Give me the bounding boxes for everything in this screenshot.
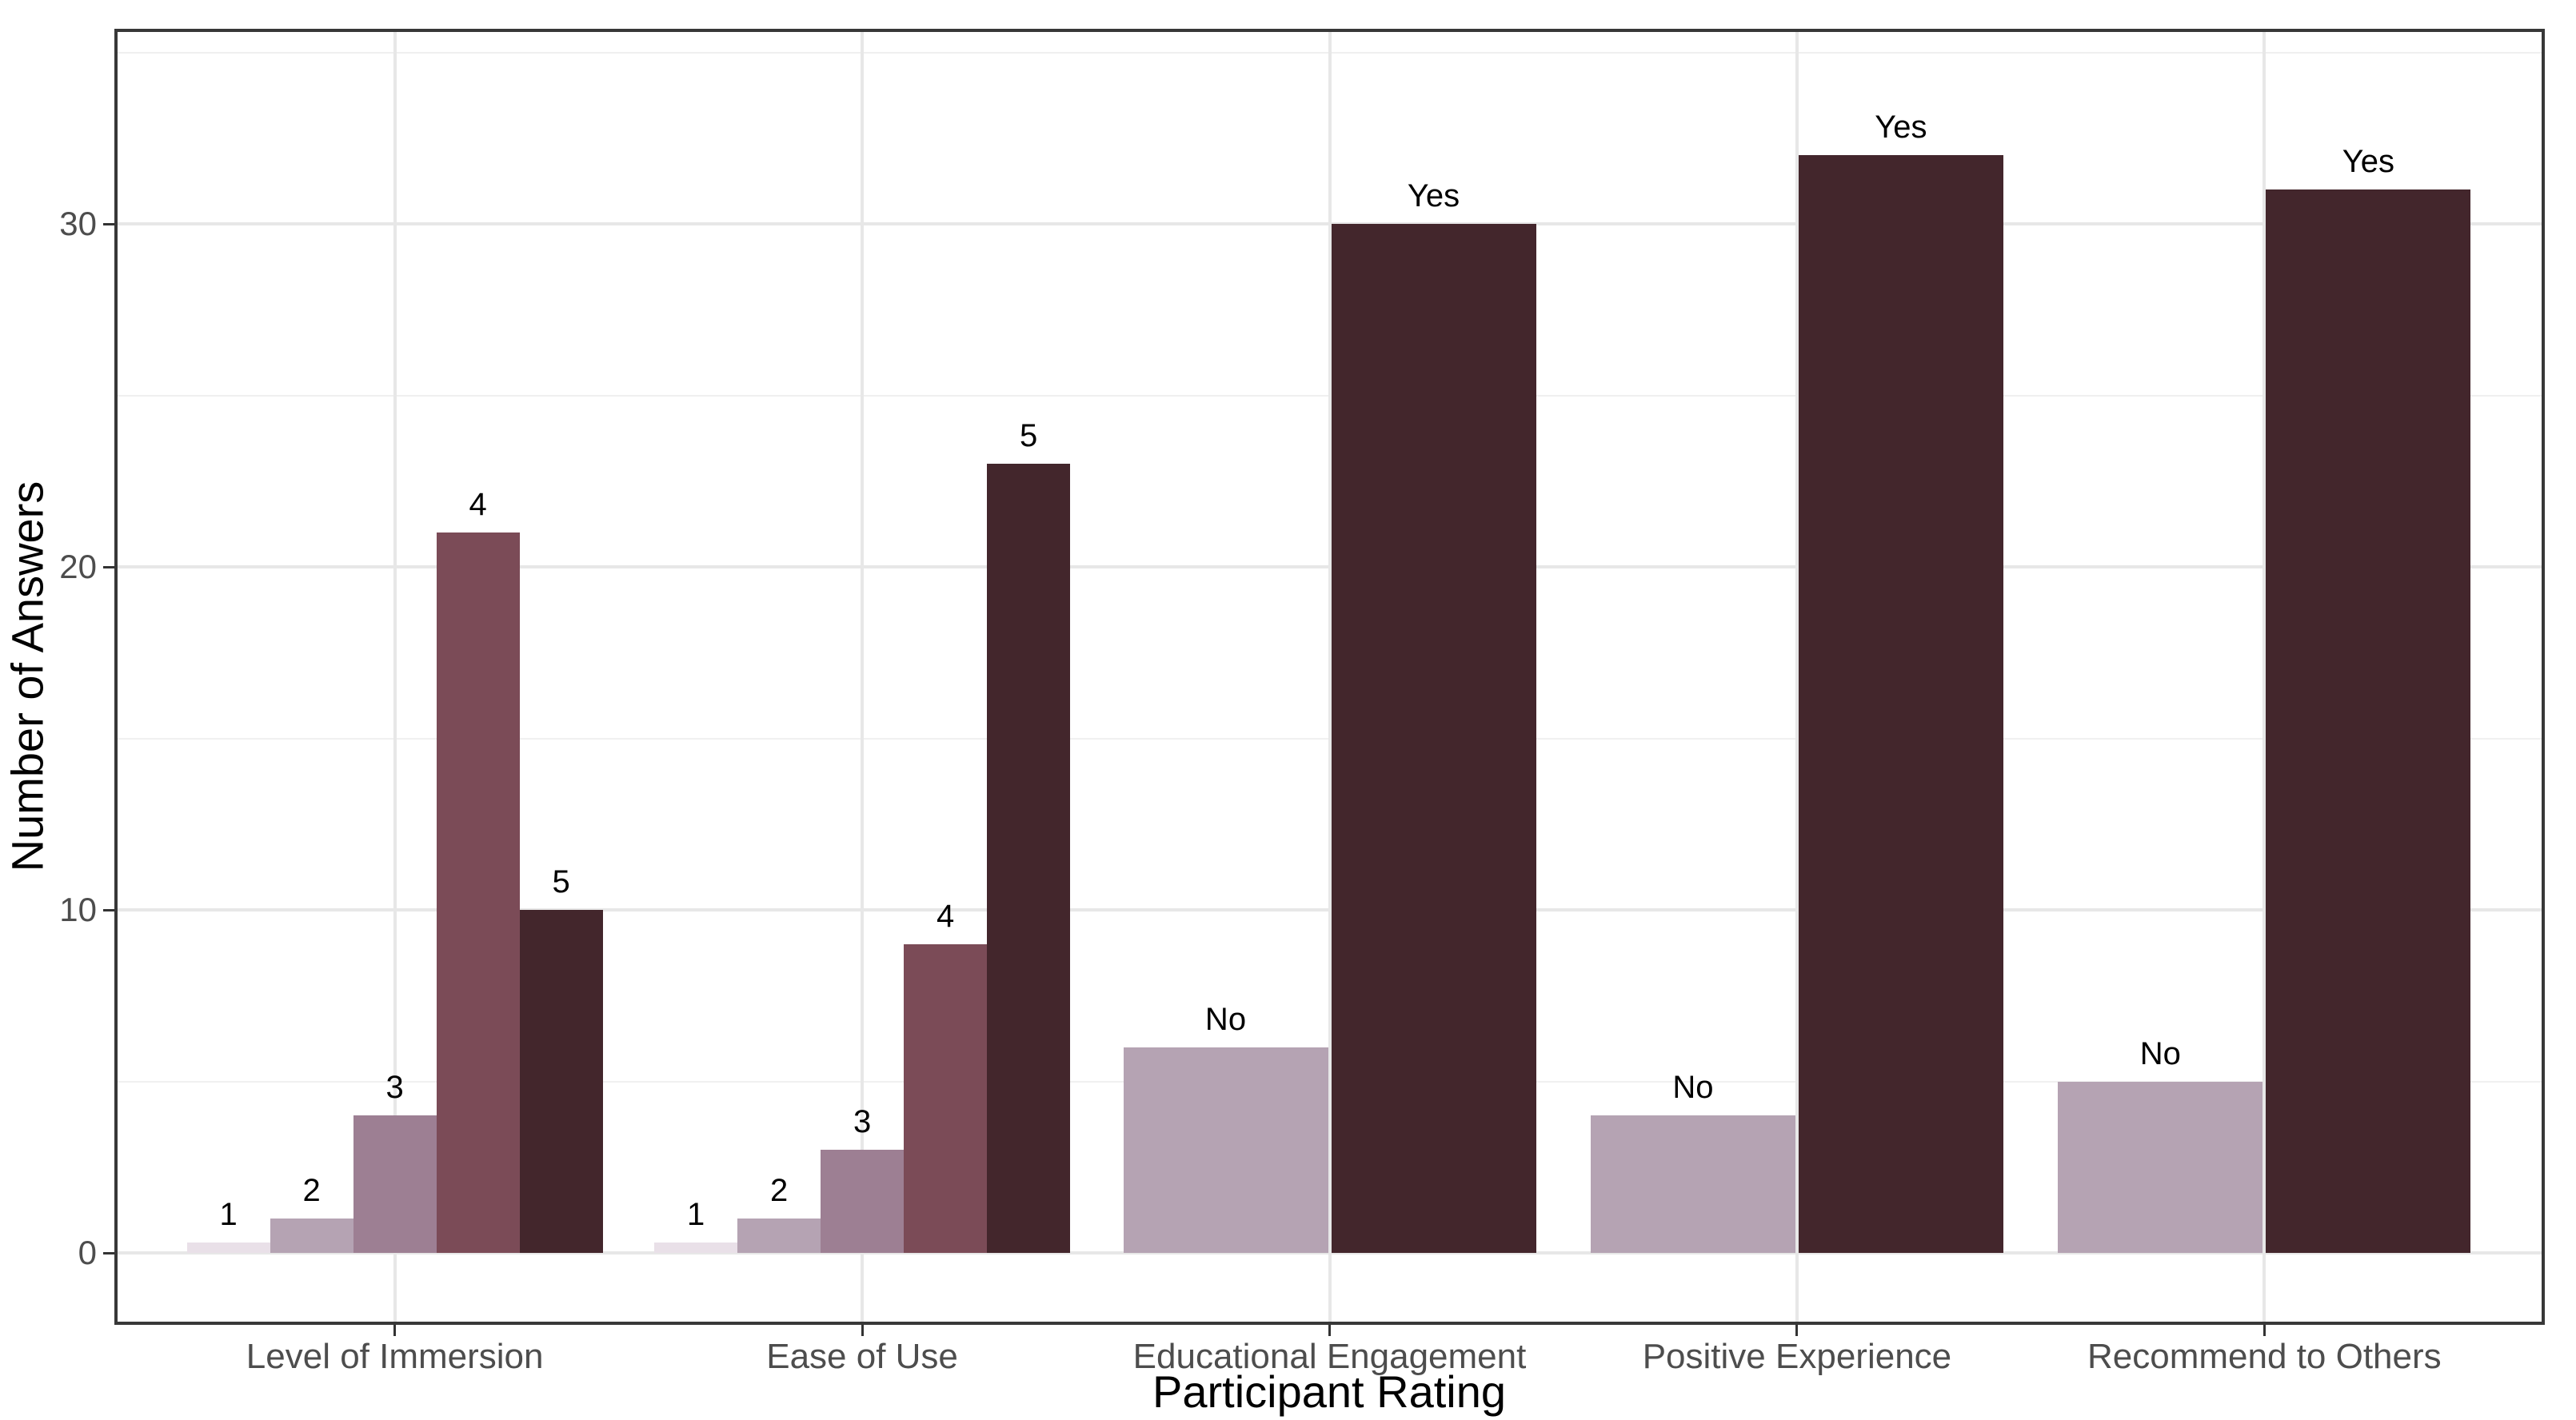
bar-value-label: No — [1204, 1001, 1247, 1037]
y-tick-label: 0 — [78, 1234, 97, 1271]
bar-3 — [353, 1115, 437, 1253]
x-category-label: Level of Immersion — [246, 1337, 544, 1376]
x-category-label: Recommend to Others — [2087, 1337, 2442, 1376]
y-axis-tick — [103, 565, 114, 568]
gridline-x-major — [1795, 29, 1799, 1325]
y-axis-tick — [103, 222, 114, 225]
bar-value-label: 1 — [219, 1197, 238, 1233]
x-axis-tick — [2262, 1325, 2266, 1336]
bar-4 — [904, 943, 988, 1253]
bar-5 — [987, 464, 1071, 1253]
bar-value-label: 4 — [936, 898, 955, 934]
bar-value-label: Yes — [2342, 144, 2394, 180]
bar-value-label: No — [1672, 1070, 1714, 1106]
bar-value-label: Yes — [1407, 178, 1460, 213]
bar-yes — [2266, 189, 2471, 1253]
x-axis-tick — [1795, 1325, 1799, 1336]
bar-2 — [270, 1219, 353, 1253]
bar-yes — [1331, 224, 1536, 1253]
y-tick-label: 20 — [59, 548, 97, 585]
bar-1 — [654, 1242, 738, 1253]
gridline-x-major — [1328, 29, 1332, 1325]
bar-no — [1590, 1115, 1795, 1253]
bar-value-label: No — [2139, 1035, 2181, 1071]
x-category-label: Ease of Use — [766, 1337, 958, 1376]
x-axis-tick — [1328, 1325, 1331, 1336]
bar-2 — [737, 1219, 821, 1253]
bar-value-label: 2 — [769, 1173, 789, 1209]
x-axis-tick — [861, 1325, 864, 1336]
bar-value-label: 3 — [385, 1070, 404, 1106]
bar-value-label: 3 — [853, 1104, 872, 1140]
bar-value-label: 2 — [302, 1173, 321, 1209]
x-axis-title: Participant Rating — [1152, 1366, 1507, 1417]
y-tick-label: 30 — [59, 205, 97, 242]
gridline-x-major — [393, 29, 397, 1325]
bar-value-label: 1 — [686, 1197, 705, 1233]
bar-5 — [519, 910, 603, 1253]
bar-value-label: 5 — [552, 864, 570, 899]
x-axis-tick — [393, 1325, 397, 1336]
bar-4 — [436, 532, 520, 1253]
bar-1 — [186, 1242, 270, 1253]
bar-3 — [821, 1150, 905, 1253]
y-axis-tick — [103, 908, 114, 911]
x-category-label: Positive Experience — [1642, 1337, 1952, 1376]
bar-yes — [1798, 155, 2003, 1253]
gridline-x-major — [861, 29, 865, 1325]
bar-no — [2058, 1081, 2263, 1253]
x-category-label: Educational Engagement — [1132, 1337, 1527, 1376]
bar-no — [1123, 1047, 1328, 1253]
y-axis-tick — [103, 1251, 114, 1254]
bar-value-label: 5 — [1019, 418, 1038, 454]
gridline-x-major — [2262, 29, 2266, 1325]
bar-value-label: Yes — [1875, 110, 1927, 146]
bar-value-label: 4 — [469, 487, 487, 523]
y-tick-label: 10 — [59, 891, 97, 928]
